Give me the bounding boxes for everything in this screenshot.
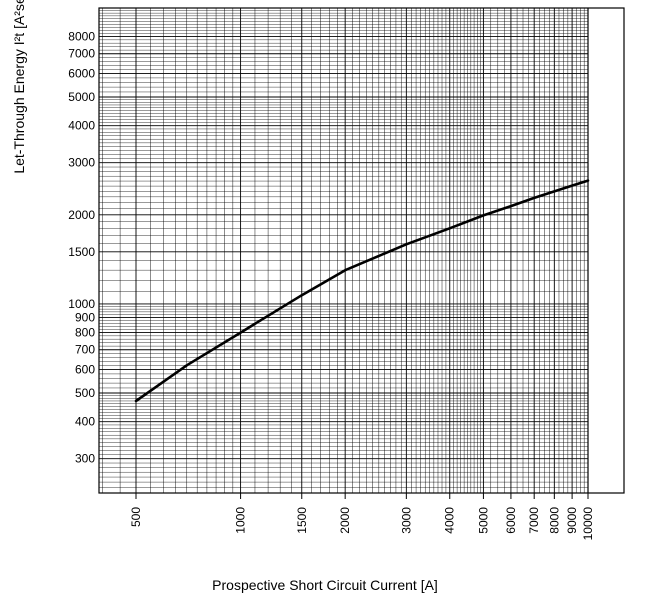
- x-tick-label: 500: [129, 507, 143, 527]
- outer-frame: [98, 7, 625, 494]
- y-tick-label: 3000: [68, 156, 95, 170]
- y-tick-label: 6000: [68, 67, 95, 81]
- y-tick-label: 900: [75, 310, 95, 324]
- y-tick-label: 4000: [68, 119, 95, 133]
- y-tick-label: 400: [75, 415, 95, 429]
- y-tick-label: 1000: [68, 297, 95, 311]
- tick-labels: 3004005006007008009001000150020003000400…: [68, 30, 595, 541]
- x-tick-label: 6000: [504, 507, 518, 534]
- y-tick-label: 700: [75, 343, 95, 357]
- y-tick-label: 7000: [68, 47, 95, 61]
- x-tick-label: 7000: [527, 507, 541, 534]
- x-tick-label: 10000: [581, 507, 595, 541]
- y-tick-label: 800: [75, 326, 95, 340]
- y-tick-label: 300: [75, 452, 95, 466]
- y-tick-label: 2000: [68, 208, 95, 222]
- x-axis-label: Prospective Short Circuit Current [A]: [212, 577, 438, 593]
- x-tick-label: 8000: [547, 507, 561, 534]
- y-tick-label: 8000: [68, 30, 95, 44]
- y-tick-label: 600: [75, 363, 95, 377]
- series-curve: [134, 179, 590, 403]
- x-tick-label: 1500: [295, 507, 309, 534]
- y-tick-label: 1500: [68, 245, 95, 259]
- x-tick-label: 2000: [338, 507, 352, 534]
- x-tick-label: 5000: [476, 507, 490, 534]
- x-tick-label: 3000: [399, 507, 413, 534]
- x-tick-label: 4000: [443, 507, 457, 534]
- y-axis-label: Let-Through Energy I²t [A²sec]: [11, 0, 27, 174]
- x-tick-label: 1000: [234, 507, 248, 534]
- x-tick-label: 9000: [565, 507, 579, 534]
- y-tick-label: 500: [75, 386, 95, 400]
- plot-frame: [98, 7, 625, 499]
- grid-lines: [99, 8, 589, 494]
- y-tick-label: 5000: [68, 90, 95, 104]
- data-series: [134, 179, 590, 403]
